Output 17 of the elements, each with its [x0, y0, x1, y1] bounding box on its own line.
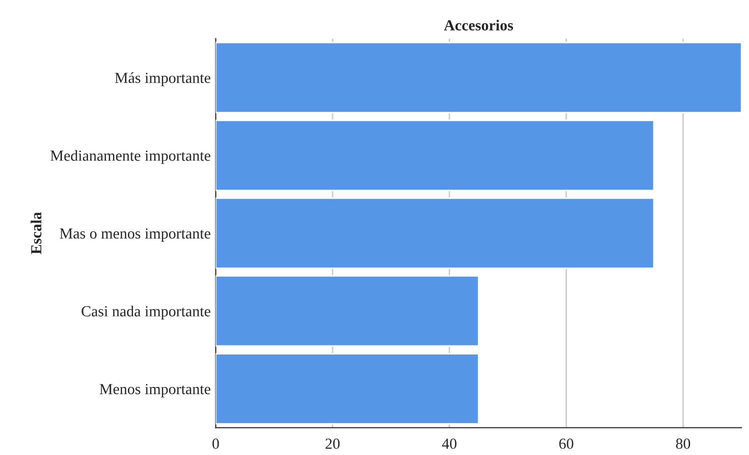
x-tick-label: 20 — [326, 438, 340, 449]
y-tick-label: Menos importante — [100, 384, 210, 398]
chart-title: Accesorios — [444, 20, 514, 30]
y-tick-label: Más importante — [114, 72, 210, 86]
y-tick-label: Casi nada importante — [82, 306, 210, 320]
x-tick-label: 60 — [559, 438, 574, 449]
bar — [216, 197, 655, 269]
x-tick-label: 0 — [212, 438, 219, 449]
x-tick-label: 80 — [676, 438, 690, 449]
bar — [216, 42, 742, 114]
bar — [216, 353, 480, 425]
x-tick-label: 40 — [442, 438, 456, 449]
y-axis-title: Escala — [30, 212, 42, 254]
bar — [216, 275, 480, 347]
bar — [216, 120, 655, 192]
y-tick-label: Mas o menos importante — [60, 228, 210, 242]
y-tick-label: Medianamente importante — [50, 150, 210, 164]
